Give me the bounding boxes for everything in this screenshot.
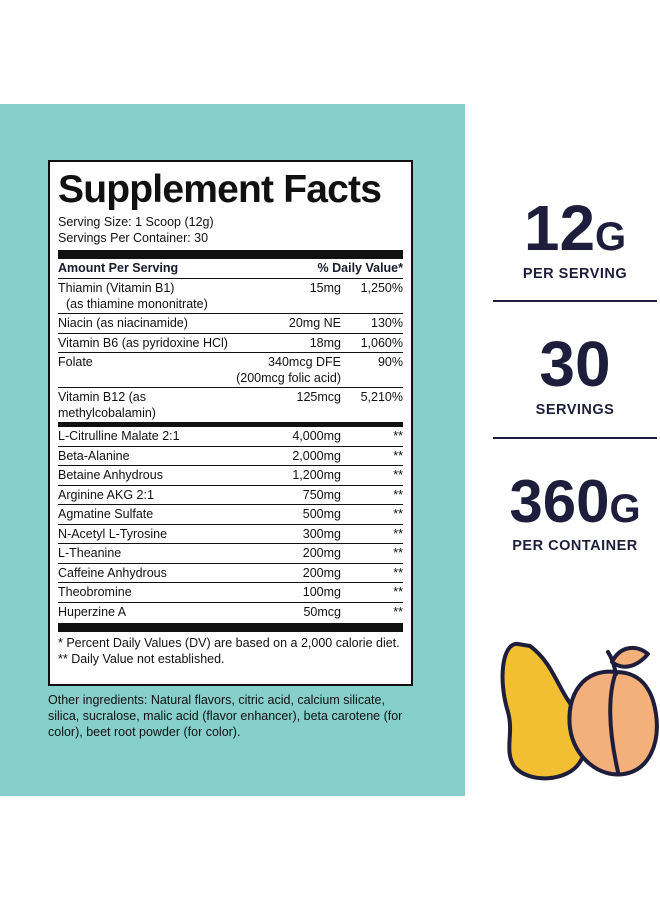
ingredient-name: Arginine AKG 2:1 [58,487,154,502]
vitamin-name: Vitamin B6 (as pyridoxine HCl) [58,335,228,350]
ingredient-amount: 4,000mg [292,429,341,443]
stat-number: 12 [523,192,596,264]
ingredient-name: Betaine Anhydrous [58,468,163,482]
ingredient-amount: 1,200mg [292,468,341,482]
ingredient-dv: ** [393,429,403,443]
ingredient-row: N-Acetyl L-Tyrosine 300mg ** [58,525,403,544]
vitamin-amount: 18mg [309,335,341,350]
stat-per-serving: 12G PER SERVING [490,196,660,282]
ingredient-name: L-Theanine [58,546,122,560]
ingredient-name: Theobromine [58,585,132,599]
facts-header-row: Amount Per Serving % Daily Value* [58,259,403,279]
ingredient-row: Agmatine Sulfate 500mg ** [58,505,403,525]
ingredient-dv: ** [393,604,403,619]
ingredient-amount: 750mg [302,487,341,502]
ingredient-row: Betaine Anhydrous 1,200mg ** [58,466,403,486]
ingredient-row: Caffeine Anhydrous 200mg ** [58,564,403,583]
stat-number: 30 [539,328,611,400]
ingredient-row: L-Citrulline Malate 2:1 4,000mg ** [58,427,403,447]
ingredient-amount: 200mg [302,565,341,580]
vitamin-dv: 1,060% [360,335,403,350]
pear-icon [500,642,589,781]
ingredient-row: Arginine AKG 2:1 750mg ** [58,486,403,505]
vitamin-row: Vitamin B6 (as pyridoxine HCl) 18mg 1,06… [58,334,403,353]
ingredient-dv: ** [393,585,403,599]
ingredient-row: Theobromine 100mg ** [58,583,403,603]
serving-size: Serving Size: 1 Scoop (12g) [58,215,214,229]
ingredient-dv: ** [393,487,403,502]
thick-divider [58,250,403,259]
ingredient-amount: 100mg [302,585,341,599]
footnote-dv: * Percent Daily Values (DV) are based on… [58,636,400,650]
bottom-divider [58,623,403,632]
stat-label: SERVINGS [535,402,615,418]
ingredient-name: Agmatine Sulfate [58,507,154,521]
vitamin-dv: 90% [377,355,403,369]
ingredient-amount: 500mg [302,507,341,521]
ingredient-name: L-Citrulline Malate 2:1 [58,429,180,443]
vitamin-row: Niacin (as niacinamide) 20mg NE 130% [58,314,403,334]
vitamin-dv: 1,250% [360,281,403,295]
stat-number: 360 [509,468,610,535]
stat-unit: G [595,215,627,259]
ingredient-name: N-Acetyl L-Tyrosine [58,526,168,541]
ingredient-amount: 200mg [302,546,341,560]
ingredient-amount: 2,000mg [292,448,341,463]
ingredient-name: Huperzine A [58,604,127,619]
vitamin-name: Vitamin B12 (as methylcobalamin) [58,390,156,420]
vitamin-dv: 130% [371,316,403,330]
ingredient-dv: ** [393,565,403,580]
vitamin-source: (as thiamine mononitrate) [66,296,208,311]
stat-label: PER CONTAINER [512,538,638,554]
section-divider [58,422,403,427]
stat-per-container: 360G PER CONTAINER [490,472,660,555]
vitamin-name: Thiamin (Vitamin B1) [58,281,175,295]
vitamin-name: Folate [58,355,93,369]
fruit-illustration [500,632,660,792]
vitamin-amount: 15mg [309,281,341,295]
stat-servings: 30 SERVINGS [490,332,660,418]
vitamin-name: Niacin (as niacinamide) [58,316,188,330]
ingredient-row: L-Theanine 200mg ** [58,544,403,564]
ingredient-row: Beta-Alanine 2,000mg ** [58,447,403,466]
vitamin-amount: 125mcg [296,390,341,404]
ingredient-dv: ** [393,546,403,560]
vitamin-amount-note: (200mcg folic acid) [236,370,341,385]
stat-divider [493,300,657,302]
vitamin-amount: 20mg NE [288,316,341,330]
fruit-svg [500,642,659,781]
ingredient-row: Huperzine A 50mcg ** [58,603,403,622]
footnote-not-established: ** Daily Value not established. [58,651,225,666]
ingredient-dv: ** [393,448,403,463]
ingredient-amount: 50mcg [303,604,341,619]
header-daily-value: % Daily Value* [317,261,403,275]
vitamin-dv: 5,210% [360,390,403,404]
ingredient-dv: ** [393,526,403,541]
supplement-facts-panel: Supplement Facts Serving Size: 1 Scoop (… [48,160,413,686]
servings-per-container: Servings Per Container: 30 [58,231,209,245]
other-ingredients: Other ingredients: Natural flavors, citr… [48,693,403,739]
ingredient-name: Caffeine Anhydrous [58,565,167,580]
vitamin-row: Folate 340mcg DFE (200mcg folic acid) 90… [58,353,403,388]
ingredient-dv: ** [393,507,403,521]
peach-icon [567,645,659,777]
vitamin-row: Thiamin (Vitamin B1) (as thiamine mononit… [58,279,403,314]
ingredient-name: Beta-Alanine [58,448,130,463]
vitamin-row: Vitamin B12 (as methylcobalamin) 125mcg … [58,388,403,422]
stat-unit: G [609,487,641,531]
ingredient-dv: ** [393,468,403,482]
stat-label: PER SERVING [522,266,628,282]
stat-divider [493,437,657,439]
header-amount-per-serving: Amount Per Serving [58,261,179,275]
vitamin-amount: 340mcg DFE [268,355,341,369]
ingredient-amount: 300mg [302,526,341,541]
facts-title: Supplement Facts [58,168,382,211]
